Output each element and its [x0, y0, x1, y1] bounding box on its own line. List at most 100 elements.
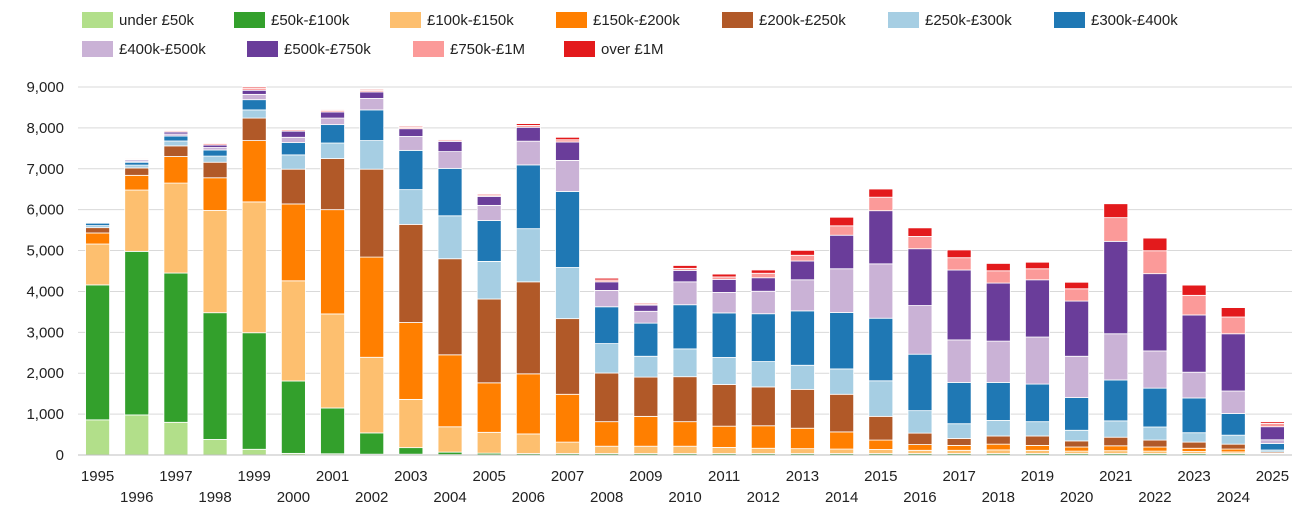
- bar-segment-200k-250k: [515, 281, 541, 375]
- bar-stack-2007: [555, 136, 580, 456]
- bar-segment-300k-400k: [202, 149, 228, 157]
- x-tick-label: 2000: [277, 489, 310, 506]
- legend-item-under-50k[interactable]: under £50k: [82, 12, 195, 29]
- y-tick-label: 0: [56, 447, 64, 464]
- bar-segment-200k-250k: [163, 145, 189, 157]
- bar-stack-2000: [280, 128, 306, 456]
- legend-item-200k-250k[interactable]: £200k-£250k: [722, 12, 846, 29]
- bar-segment-250k-300k: [124, 164, 150, 169]
- bar-segment-over-1m: [711, 273, 737, 278]
- bar-segment-300k-400k: [711, 312, 737, 358]
- bar-segment-150k-200k: [1220, 448, 1246, 453]
- bar-segment-500k-750k: [633, 304, 659, 312]
- legend-item-over-1m[interactable]: over £1M: [564, 41, 664, 58]
- x-tick-label: 2009: [629, 468, 662, 485]
- bar-segment-750k-1m: [1025, 268, 1050, 281]
- legend-item-100k-150k[interactable]: £100k-£150k: [390, 12, 514, 29]
- x-tick-label: 2013: [786, 468, 819, 485]
- bar-segment-150k-200k: [124, 174, 150, 191]
- bar-stack-1995: [85, 219, 110, 456]
- bar-segment-150k-200k: [907, 444, 933, 451]
- bar-segment-400k-500k: [241, 93, 267, 101]
- legend-item-500k-750k[interactable]: £500k-£750k: [247, 41, 371, 58]
- bar-segment-250k-300k: [907, 410, 933, 434]
- legend: under £50k £50k-£100k £100k-£150k £150k-£20…: [82, 12, 1178, 58]
- bar-segment-400k-500k: [868, 263, 894, 319]
- x-tick-label: 2024: [1217, 489, 1250, 506]
- bar-segment-300k-400k: [985, 382, 1011, 421]
- legend-item-300k-400k[interactable]: £300k-£400k: [1054, 12, 1178, 29]
- bar-segment-200k-250k: [241, 117, 267, 141]
- bar-segment-50k-100k: [85, 284, 110, 421]
- legend-item-150k-200k[interactable]: £150k-£200k: [556, 12, 680, 29]
- legend-swatch: [247, 41, 278, 57]
- bar-stack-2001: [320, 109, 345, 456]
- bar-segment-50k-100k: [241, 332, 267, 450]
- bar-segment-150k-200k: [1064, 446, 1090, 452]
- bar-segment-400k-500k: [1181, 371, 1207, 399]
- bar-segment-100k-150k: [515, 433, 541, 454]
- bar-segment-400k-500k: [1260, 439, 1285, 444]
- x-tick-label: 2017: [942, 468, 975, 485]
- legend-item-400k-500k[interactable]: £400k-£500k: [82, 41, 206, 58]
- legend-item-250k-300k[interactable]: £250k-£300k: [888, 12, 1012, 29]
- bar-segment-400k-500k: [1142, 350, 1168, 389]
- bar-segment-150k-200k: [515, 373, 541, 435]
- x-tick-label: 2006: [512, 489, 545, 506]
- bar-segment-500k-750k: [398, 128, 424, 137]
- x-tick-label: 2004: [433, 489, 466, 506]
- bar-segment-over-1m: [124, 157, 150, 160]
- bar-segment-150k-200k: [750, 425, 776, 449]
- bar-segment-300k-400k: [359, 109, 385, 141]
- bar-segment-250k-300k: [985, 420, 1011, 437]
- bar-segment-300k-400k: [1260, 443, 1285, 451]
- bar-segment-over-1m: [398, 125, 424, 128]
- bar-segment-50k-100k: [202, 312, 228, 440]
- bar-segment-500k-750k: [280, 130, 306, 138]
- bar-segment-400k-500k: [1220, 390, 1246, 414]
- bar-segment-300k-400k: [829, 312, 855, 370]
- bar-segment-over-1m: [907, 227, 933, 237]
- bar-segment-500k-750k: [1064, 300, 1090, 357]
- bar-segment-over-1m: [633, 302, 659, 305]
- bar-segment-over-1m: [202, 142, 228, 144]
- bar-segment-150k-200k: [711, 425, 737, 448]
- bar-segment-300k-400k: [437, 167, 463, 217]
- bar-segment-250k-300k: [1025, 421, 1050, 437]
- bar-segment-300k-400k: [868, 317, 894, 382]
- legend-item-750k-1m[interactable]: £750k-£1M: [413, 41, 525, 58]
- bar-segment-500k-750k: [750, 277, 776, 292]
- legend-swatch: [722, 12, 753, 28]
- bar-segment-200k-250k: [555, 318, 580, 395]
- bar-segment-750k-1m: [790, 254, 815, 262]
- legend-label: £750k-£1M: [450, 41, 525, 58]
- bar-segment-250k-300k: [711, 357, 737, 385]
- bar-segment-150k-200k: [633, 415, 659, 447]
- bar-segment-300k-400k: [476, 220, 502, 262]
- y-tick-label: 8,000: [26, 120, 64, 137]
- bar-segment-750k-1m: [1220, 316, 1246, 335]
- legend-item-50k-100k[interactable]: £50k-£100k: [234, 12, 350, 29]
- bar-segment-over-1m: [829, 216, 855, 227]
- bar-segment-100k-150k: [163, 182, 189, 274]
- bar-segment-250k-300k: [633, 355, 659, 378]
- legend-label: £250k-£300k: [925, 12, 1012, 29]
- bar-segment-under-50k: [241, 448, 267, 456]
- x-tick-label: 2012: [747, 489, 780, 506]
- bar-segment-400k-500k: [985, 340, 1011, 383]
- bar-segment-250k-300k: [398, 189, 424, 225]
- bar-segment-200k-250k: [672, 376, 698, 423]
- bar-segment-250k-300k: [241, 109, 267, 119]
- bar-stack-2011: [711, 273, 737, 456]
- bar-segment-300k-400k: [1181, 397, 1207, 434]
- x-tick-label: 2008: [590, 489, 623, 506]
- x-tick-label: 2014: [825, 489, 858, 506]
- bar-segment-400k-500k: [320, 117, 345, 126]
- bar-segment-300k-400k: [398, 149, 424, 191]
- bar-segment-300k-400k: [1220, 413, 1246, 436]
- legend-swatch: [82, 12, 113, 28]
- y-tick-label: 9,000: [26, 79, 64, 96]
- x-tick-label: 2021: [1099, 468, 1132, 485]
- y-tick-label: 5,000: [26, 243, 64, 260]
